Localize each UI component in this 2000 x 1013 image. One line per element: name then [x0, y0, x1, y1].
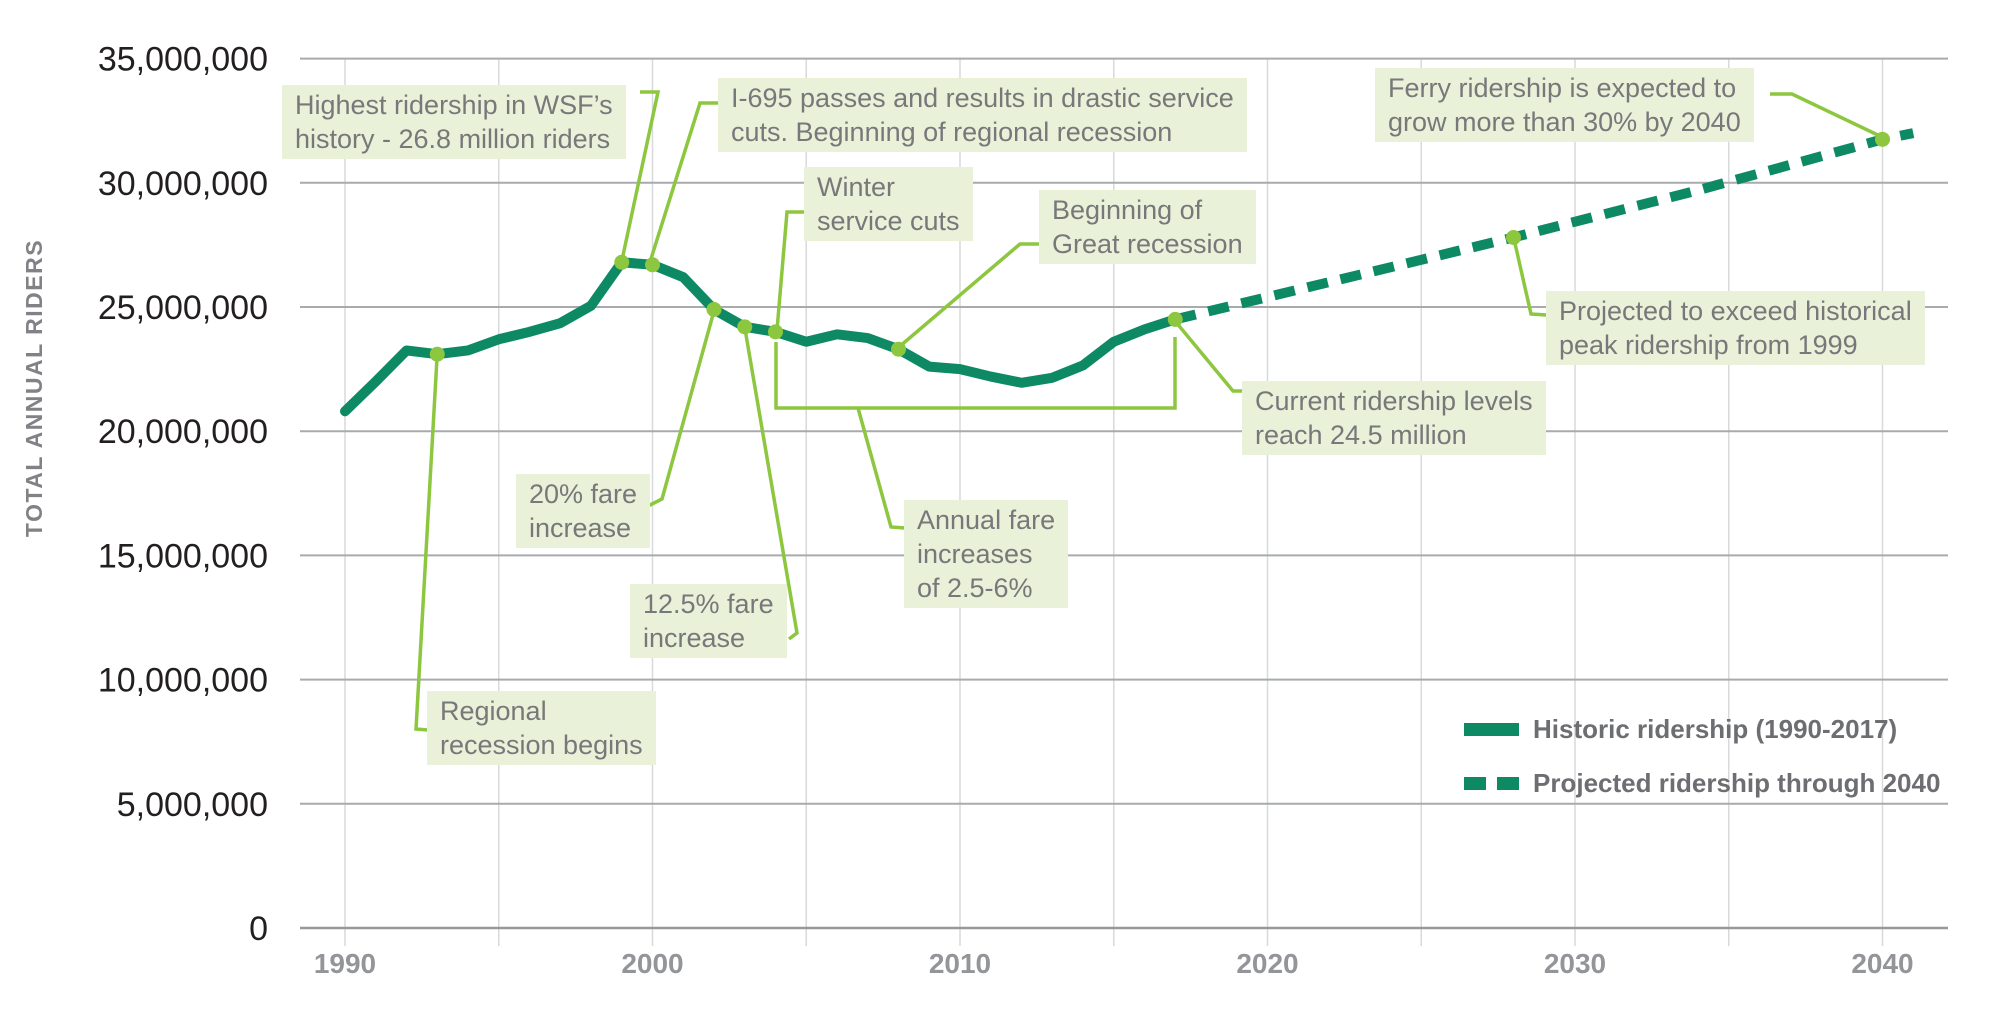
y-tick-label: 30,000,000	[98, 165, 268, 203]
data-point-marker	[1167, 311, 1183, 327]
data-point-marker	[768, 324, 783, 340]
y-tick-label: 0	[249, 910, 268, 948]
data-point-marker	[1875, 131, 1890, 147]
x-tick-label: 2010	[929, 948, 991, 979]
data-series	[340, 128, 1915, 417]
data-point-marker	[1506, 229, 1521, 245]
x-tick-label: 2040	[1851, 948, 1913, 979]
legend-swatch-dashed-line	[1464, 776, 1519, 790]
legend-swatch-solid-line	[1464, 722, 1519, 736]
annotation-leader-lines	[414, 90, 1883, 732]
data-point-marker	[614, 254, 630, 270]
data-point-marker	[737, 319, 753, 335]
x-tick-label: 1990	[314, 948, 376, 979]
annual-fare-increase-bracket	[774, 337, 1177, 410]
leader-line-winter	[775, 210, 804, 331]
y-tick-label: 20,000,000	[98, 413, 268, 451]
y-tick-label: 5,000,000	[117, 786, 268, 824]
historic-ridership-line	[340, 257, 1181, 417]
leader-line-current	[1173, 319, 1243, 393]
leader-line-highest	[620, 90, 661, 261]
leader-line-great	[897, 242, 1039, 349]
y-tick-label: 15,000,000	[98, 537, 268, 575]
data-point-marker	[429, 346, 445, 362]
leader-line-fare125	[743, 328, 799, 641]
axis-tick-labels: 35,000,000 30,000,000 25,000,000 20,000,000…	[98, 41, 1914, 979]
y-tick-label: 35,000,000	[98, 41, 268, 79]
leader-line-fare20	[645, 310, 716, 509]
x-tick-label: 2000	[621, 948, 683, 979]
x-tick-label: 2030	[1544, 948, 1606, 979]
leader-line-i695	[648, 101, 718, 263]
leader-line-exceed	[1512, 238, 1547, 317]
leader-line-annual	[856, 407, 906, 530]
leader-line-ferry	[1770, 92, 1883, 139]
legend-label: Historic ridership (1990-2017)	[1533, 713, 1898, 744]
x-tick-label: 2020	[1236, 948, 1298, 979]
y-tick-label: 25,000,000	[98, 289, 268, 327]
legend: Historic ridership (1990-2017) Projected…	[1464, 712, 1940, 820]
projected-ridership-line	[1174, 128, 1915, 325]
legend-item-projected: Projected ridership through 2040	[1464, 766, 1940, 800]
data-point-marker	[706, 301, 722, 317]
legend-item-historic: Historic ridership (1990-2017)	[1464, 712, 1940, 746]
data-point-marker	[891, 341, 906, 357]
data-point-markers	[429, 131, 1890, 362]
y-axis-title: TOTAL ANNUAL RIDERS	[21, 239, 47, 537]
leader-line-regional	[414, 357, 439, 732]
y-tick-label: 10,000,000	[98, 662, 268, 700]
data-point-marker	[645, 257, 660, 273]
legend-label: Projected ridership through 2040	[1533, 767, 1941, 798]
